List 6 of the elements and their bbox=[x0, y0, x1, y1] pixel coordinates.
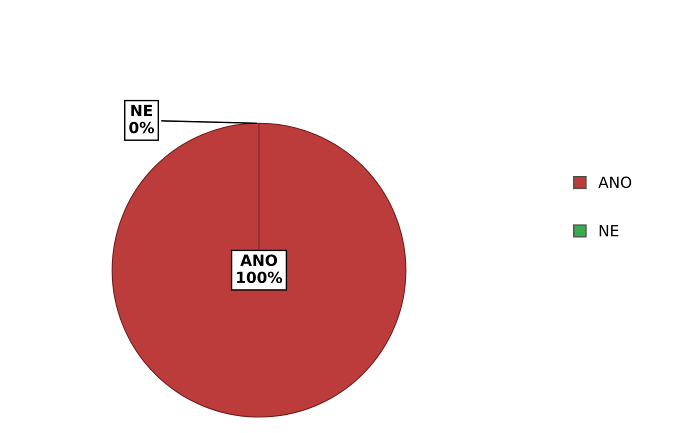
data-label: 100% bbox=[237, 272, 282, 284]
legend-label: NE bbox=[600, 225, 618, 236]
text: 0% bbox=[129, 122, 154, 134]
legend-label: ANO bbox=[598, 176, 632, 188]
slice-label: ANO bbox=[240, 254, 278, 266]
category-label: NE bbox=[131, 104, 152, 116]
